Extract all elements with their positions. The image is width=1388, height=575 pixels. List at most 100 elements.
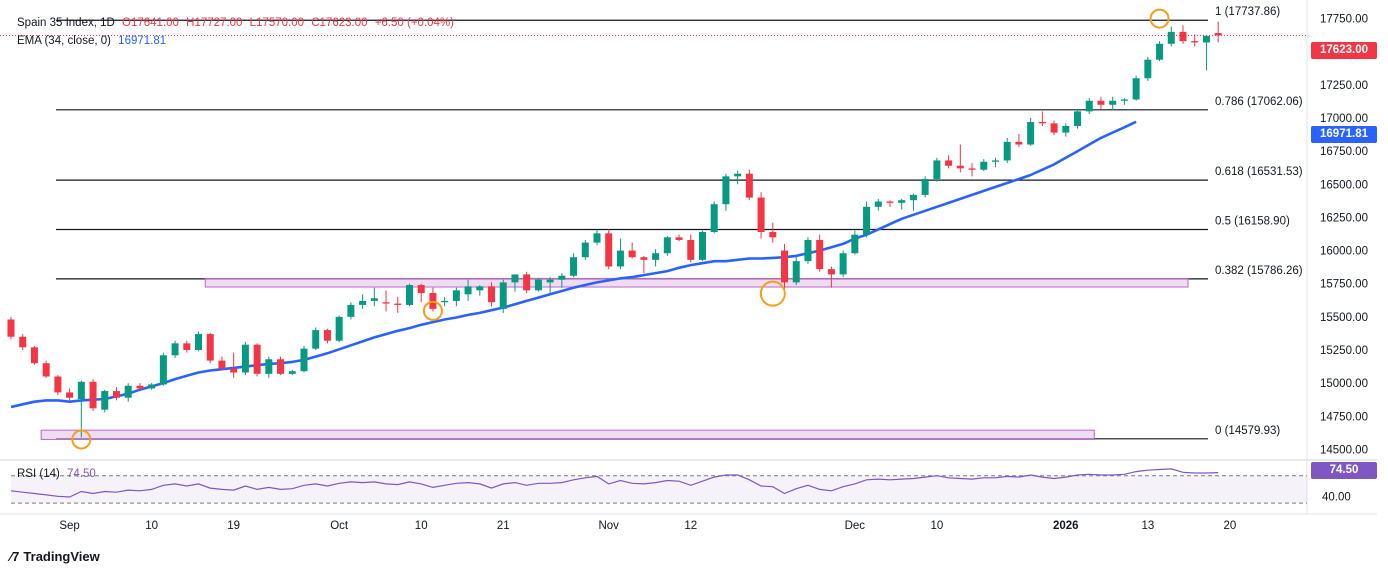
candle-body [230,368,238,373]
candle [42,360,50,378]
price-axis[interactable]: 14500.00 14750.00 15000.00 15250.00 15500.00… [1306,0,1368,515]
candle [476,285,484,296]
time-tick-label: 20 [1223,520,1236,532]
candle [112,387,120,401]
price-tick-label: 16500.00 [1320,179,1368,191]
candle [734,171,742,185]
price-tick-label: 15750.00 [1320,279,1368,291]
candle-body [898,200,906,203]
candle-body [980,161,988,170]
candle [417,283,425,303]
candle-body [19,336,27,348]
candle [687,234,695,263]
candle-body [581,242,589,258]
candle [851,230,859,255]
candle-body [89,381,97,409]
candle-body [886,201,894,203]
candle-body [1179,31,1187,42]
candle-body [827,269,835,275]
candle-body [54,376,62,393]
candle-body [991,160,999,162]
candle-body [359,300,367,305]
candle [359,294,367,309]
candle [1202,35,1210,71]
candle-body [171,343,179,356]
candle [265,356,273,378]
support-zones[interactable] [40,277,1189,440]
rsi-pane[interactable]: 40.00 [0,459,1377,504]
rsi-value-badge: 74.50 [1311,462,1377,479]
time-tick-label: 10 [930,520,943,532]
time-tick-label: Oct [330,520,349,532]
candle [499,279,507,313]
candle-body [781,250,789,283]
candle [1214,21,1222,43]
candle [312,327,320,350]
candle-body [1038,121,1046,124]
candle [488,282,496,307]
candle [640,255,648,274]
support-zone [204,277,1189,288]
candle-body [570,257,578,276]
candle [675,234,683,242]
candle-body [734,173,742,177]
swing-marker [1149,8,1170,29]
time-tick-label: 10 [145,520,158,532]
candle [968,163,976,177]
candle [370,287,378,307]
candle-body [804,239,812,262]
candle-body [839,253,847,275]
candle-body [1062,125,1070,133]
candle-body [956,165,964,169]
candle-body [593,233,601,243]
candle [523,271,531,293]
candle-body [534,279,542,291]
fibonacci-retracement[interactable]: 1 (17737.86) 0.786 (17062.06) 0.618 (16531… [56,6,1303,440]
candle [839,250,847,278]
candle [898,198,906,210]
fib-level-label: 1 (17737.86) [1215,6,1280,18]
candle-body [218,360,226,369]
candle [1144,57,1152,81]
candle [159,352,167,386]
time-tick-label: 10 [415,520,428,532]
candle [136,383,144,392]
candle-body [874,201,882,207]
candle-body [769,232,777,238]
ema-label: EMA (34, close, 0) [17,35,111,47]
fib-level-label: 0.382 (15786.26) [1215,265,1303,277]
candlesticks[interactable] [0,21,1307,438]
candle [745,169,753,201]
candle [874,198,882,211]
tradingview-logo[interactable]: ⁄7 TradingView [10,549,100,564]
ema-line[interactable] [10,120,1137,409]
time-tick-label: 2026 [1053,520,1079,532]
candle [945,155,953,169]
candle-body [605,233,613,267]
candle [769,222,777,243]
time-axis[interactable]: Sep 10 19 Oct 10 21 Nov 12 Dec 10 2026 13 20 [0,513,1377,532]
time-tick-label: 19 [227,520,240,532]
candle [394,296,402,313]
low-value: L17570.00 [249,17,305,29]
candle-body [745,173,753,198]
time-tick-label: Nov [598,520,619,532]
candle [1003,137,1011,164]
candle [124,383,132,402]
candle [956,144,964,173]
swing-marker [759,280,786,307]
candle-body [112,391,120,398]
candle [405,283,413,307]
candle [1074,108,1082,129]
candle-body [1027,121,1035,145]
candle-body [405,285,413,305]
candle [452,287,460,307]
rsi-polyline [10,468,1219,498]
candle-body [277,359,285,374]
candle-body [1120,99,1128,101]
candle-body [476,286,484,291]
candle-body [698,232,706,260]
candle [1191,34,1199,47]
candle [323,328,331,344]
